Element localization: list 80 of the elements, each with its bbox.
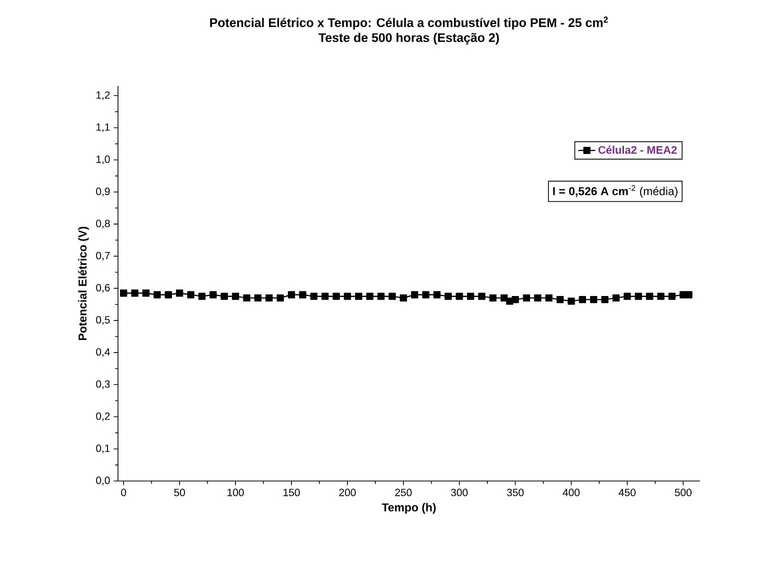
point (646, 292, 654, 300)
point (400, 294, 407, 302)
point (187, 291, 194, 298)
y-tick-label: 0,3 (96, 380, 110, 389)
x-tick-label: 50 (174, 488, 185, 496)
point (232, 292, 240, 300)
y-tick-label: 0,0 (96, 476, 110, 486)
point (456, 292, 463, 300)
point (657, 292, 664, 300)
point (299, 291, 306, 298)
y-tick-label: 1,2 (96, 91, 110, 100)
point (176, 290, 184, 297)
point (210, 291, 217, 298)
point (624, 292, 631, 300)
point (332, 292, 340, 300)
legend-label: Célula2 - MEA2 (598, 146, 677, 154)
point (685, 291, 692, 298)
point (433, 291, 441, 298)
point (512, 296, 519, 304)
point (612, 294, 620, 302)
y-tick-label: 0,6 (96, 284, 110, 293)
x-tick-label: 0 (121, 488, 126, 496)
point (668, 292, 676, 300)
point (266, 294, 273, 302)
y-tick-label: 0,8 (96, 220, 110, 228)
point (142, 290, 150, 297)
point (154, 291, 161, 298)
x-tick-label: 500 (674, 488, 692, 496)
point (534, 294, 542, 302)
point (444, 292, 452, 300)
point (198, 292, 206, 300)
point (422, 291, 430, 298)
point (634, 292, 642, 300)
y-tick-label: 0,2 (96, 412, 110, 422)
point (366, 292, 374, 300)
point (377, 292, 385, 300)
point (220, 292, 228, 300)
point (556, 296, 564, 304)
y-tick-label: 0,7 (96, 252, 110, 261)
point (478, 292, 486, 300)
annotation: I = 0,526 A cm$^{-2}$ (média) (553, 185, 678, 198)
point (164, 291, 172, 298)
y-axis-title: Potencial Elétrico (V) (78, 226, 89, 340)
point (243, 294, 250, 302)
point (545, 294, 552, 302)
y-tick-label: 1,0 (96, 156, 110, 164)
point (276, 294, 284, 302)
point (590, 296, 598, 304)
chart-subtitle: Teste de 500 horas (Estação 2) (318, 32, 499, 44)
point (321, 292, 329, 300)
x-axis-title: Tempo (h) (382, 503, 436, 514)
point (288, 291, 296, 298)
y-tick-label: 1,1 (96, 123, 110, 132)
chart-title: Potencial Elétrico x Tempo: Célula a combustível tipo PEM - 25 cm$^{2}$ (210, 16, 608, 30)
point (131, 290, 138, 297)
point (522, 294, 530, 302)
y-tick-label: 0,1 (96, 444, 110, 454)
x-tick-label: 350 (506, 488, 524, 496)
x-tick-label: 300 (451, 488, 468, 496)
point (344, 292, 352, 300)
x-tick-label: 400 (562, 488, 580, 496)
x-tick-label: 100 (228, 488, 244, 496)
point (388, 292, 396, 300)
point (489, 294, 497, 302)
point (466, 292, 474, 300)
point (254, 294, 262, 302)
point (355, 292, 362, 300)
point (411, 291, 418, 298)
point (310, 292, 318, 300)
point (578, 296, 586, 304)
x-tick-label: 450 (618, 488, 636, 496)
x-tick-label: 250 (395, 488, 412, 496)
point (120, 290, 128, 297)
point (601, 296, 608, 304)
y-tick-label: 0,4 (96, 348, 110, 357)
y-tick-label: 0,9 (96, 188, 110, 196)
x-tick-label: 150 (284, 488, 300, 496)
point (568, 298, 575, 305)
y-tick-label: 0,5 (96, 316, 110, 325)
x-tick-label: 200 (339, 488, 356, 496)
